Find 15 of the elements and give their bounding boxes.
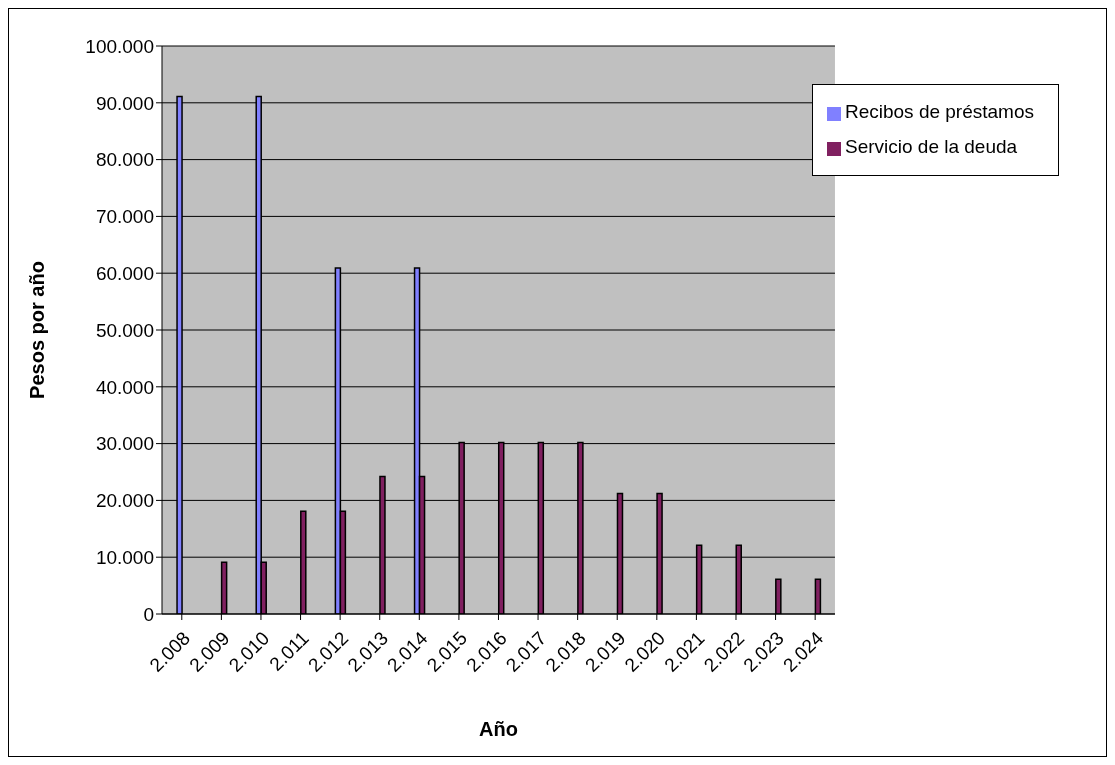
y-tick-label: 30.000 — [95, 433, 154, 455]
y-tick-label: 40.000 — [95, 376, 154, 398]
y-axis-title: Pesos por año — [26, 261, 49, 399]
y-tick-label: 0 — [143, 603, 154, 625]
y-tick-label: 10.000 — [95, 546, 154, 568]
legend-label: Servicio de la deuda — [844, 136, 1018, 157]
x-axis-title: Año — [479, 718, 518, 740]
legend-label: Recibos de préstamos — [844, 101, 1034, 122]
y-tick-label: 80.000 — [95, 149, 154, 171]
y-tick-label: 60.000 — [95, 262, 154, 284]
y-tick-label: 20.000 — [95, 490, 154, 512]
y-tick-label: 90.000 — [95, 92, 154, 114]
y-tick-label: 100.000 — [85, 35, 154, 57]
y-tick-label: 70.000 — [95, 206, 154, 228]
y-tick-label: 50.000 — [95, 319, 154, 341]
